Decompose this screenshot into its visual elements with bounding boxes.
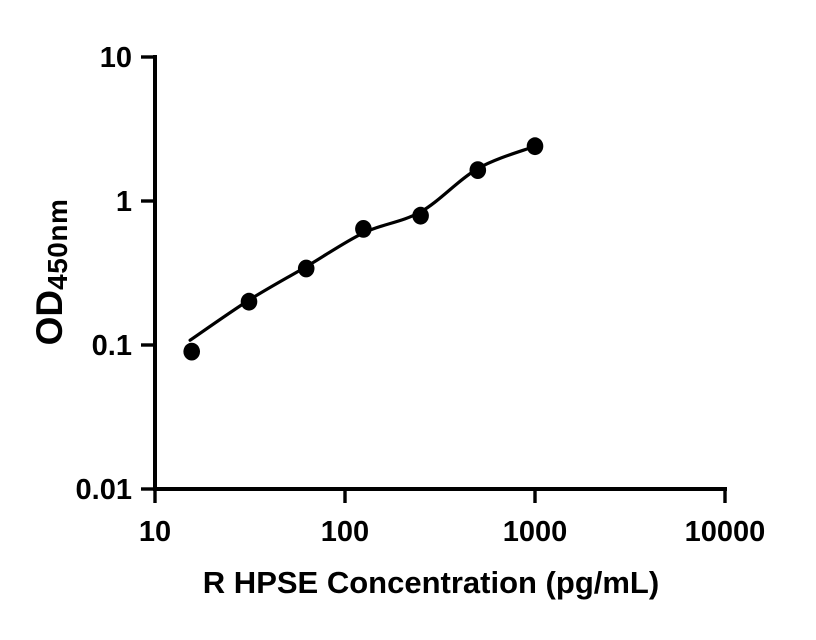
y-tick-label: 0.1 [92,330,132,362]
y-axis-title: OD450nm [29,198,73,346]
y-axis-title-subscript: 450nm [42,198,73,290]
y-tick-label: 0.01 [76,474,132,506]
data-point [526,137,544,156]
x-axis-title: R HPSE Concentration (pg/mL) [202,565,660,600]
y-tick-label: 10 [100,42,132,74]
x-tick-label: 100 [321,516,369,548]
x-tick-label: 1000 [503,516,568,548]
x-tick-label: 10 [139,516,171,548]
data-point [240,292,258,311]
y-tick-label: 1 [116,186,132,218]
x-tick-label: 10000 [685,516,766,548]
data-point [412,206,429,225]
y-axis-title-main: OD [29,289,70,346]
data-point [297,259,315,278]
data-point [355,220,372,238]
data-point [469,161,487,180]
data-point [183,342,200,361]
